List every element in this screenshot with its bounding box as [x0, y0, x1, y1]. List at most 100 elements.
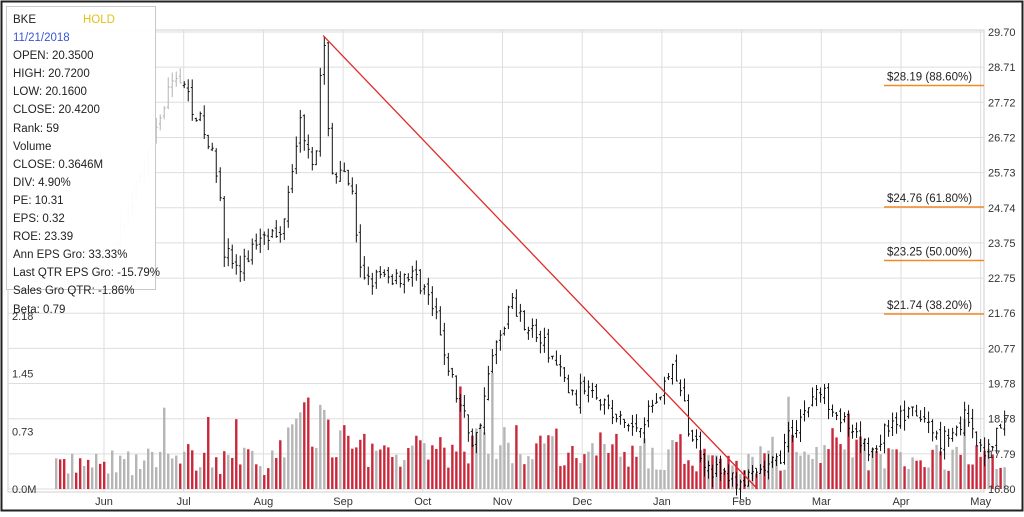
volume-bar — [959, 454, 962, 489]
volume-bar — [551, 436, 554, 489]
price-tick-label: 18.78 — [988, 414, 1016, 426]
volume-bar — [895, 449, 898, 489]
info-row: Ann EPS Gro: 33.33% — [13, 249, 128, 262]
month-tick-label: Jan — [653, 496, 671, 508]
volume-tick-label: 1.45 — [12, 369, 33, 381]
volume-bar — [999, 467, 1002, 489]
volume-bar — [843, 449, 846, 489]
volume-bar — [403, 460, 406, 489]
volume-bar — [791, 434, 794, 489]
volume-bar — [935, 444, 938, 489]
volume-bar — [427, 459, 430, 489]
volume-bar — [187, 444, 190, 489]
volume-bar — [255, 464, 258, 489]
volume-bar — [479, 424, 482, 489]
volume-bar — [191, 450, 194, 489]
volume-bar — [86, 459, 90, 489]
volume-bar — [603, 444, 606, 489]
volume-bar — [155, 467, 158, 489]
volume-bar — [111, 450, 114, 489]
volume-bar — [547, 435, 550, 489]
price-tick-label: 21.76 — [988, 308, 1016, 320]
volume-bar — [503, 427, 506, 489]
volume-bar — [899, 452, 902, 489]
volume-bar — [475, 428, 478, 489]
volume-bar — [119, 455, 122, 489]
volume-axis: 2.18 1.45 0.73 0.0M — [12, 311, 36, 496]
month-tick-label: May — [970, 496, 991, 508]
volume-bar — [319, 404, 322, 489]
month-tick-label: Jun — [95, 496, 113, 508]
volume-bar — [607, 452, 610, 489]
volume-bar — [823, 445, 826, 489]
volume-bar — [383, 445, 386, 489]
volume-bar — [879, 454, 882, 489]
volume-bar — [491, 372, 494, 489]
volume-bar — [375, 450, 378, 489]
volume-bar — [871, 448, 874, 489]
volume-bars — [54, 372, 1006, 489]
price-tick-label: 24.74 — [988, 203, 1016, 215]
volume-bar — [243, 447, 246, 489]
volume-bar — [631, 445, 634, 489]
volume-bar — [927, 467, 930, 489]
volume-bar — [127, 451, 130, 489]
volume-bar — [159, 451, 162, 489]
volume-bar — [443, 447, 446, 489]
volume-bar — [171, 458, 174, 489]
price-tick-label: 17.79 — [988, 449, 1016, 461]
volume-bar — [399, 466, 402, 489]
volume-bar — [507, 442, 510, 489]
volume-bar — [527, 456, 530, 489]
volume-bar — [819, 462, 822, 489]
trendline-segment — [322, 35, 759, 490]
month-tick-label: Dec — [572, 496, 592, 508]
volume-bar — [519, 454, 522, 489]
volume-bar — [567, 452, 570, 489]
price-tick-label: 16.80 — [988, 484, 1016, 496]
volume-bar — [223, 451, 226, 489]
info-row: Sales Gro QTR: -1.86% — [13, 285, 135, 298]
volume-bar — [587, 451, 590, 489]
volume-bar — [679, 434, 682, 489]
volume-bar — [799, 455, 802, 489]
info-row: Beta: 0.79 — [13, 303, 66, 316]
volume-bar — [483, 432, 486, 489]
volume-bar — [523, 464, 526, 489]
volume-bar — [975, 445, 978, 489]
volume-bar — [339, 430, 342, 489]
volume-bar — [315, 447, 318, 489]
volume-bar — [755, 473, 758, 489]
volume-bar — [271, 450, 274, 489]
volume-bar — [467, 463, 470, 489]
volume-bar — [331, 457, 334, 489]
month-tick-label: Mar — [812, 496, 831, 508]
volume-bar — [803, 451, 806, 489]
volume-bar — [867, 470, 870, 489]
volume-bar — [695, 471, 698, 489]
volume-bar — [907, 468, 910, 489]
volume-bar — [939, 451, 942, 489]
volume-bar — [595, 455, 598, 489]
volume-bar — [783, 469, 786, 489]
volume-bar — [103, 461, 106, 489]
volume-bar — [903, 466, 906, 489]
volume-bar — [615, 433, 618, 489]
grid — [8, 30, 984, 492]
info-row: LOW: 20.1600 — [13, 86, 87, 99]
volume-bar — [311, 446, 314, 489]
volume-bar — [511, 463, 514, 489]
volume-bar — [62, 459, 66, 489]
volume-bar — [499, 445, 502, 489]
volume-bar — [911, 457, 914, 489]
volume-bar — [831, 428, 834, 489]
volume-bar — [459, 386, 462, 489]
volume-bar — [123, 459, 126, 489]
volume-tick-label: 0.73 — [12, 426, 33, 438]
volume-bar — [227, 454, 230, 489]
volume-bar — [971, 464, 974, 489]
info-row: PE: 10.31 — [13, 194, 64, 207]
volume-bar — [235, 419, 238, 489]
volume-bar — [347, 435, 350, 489]
